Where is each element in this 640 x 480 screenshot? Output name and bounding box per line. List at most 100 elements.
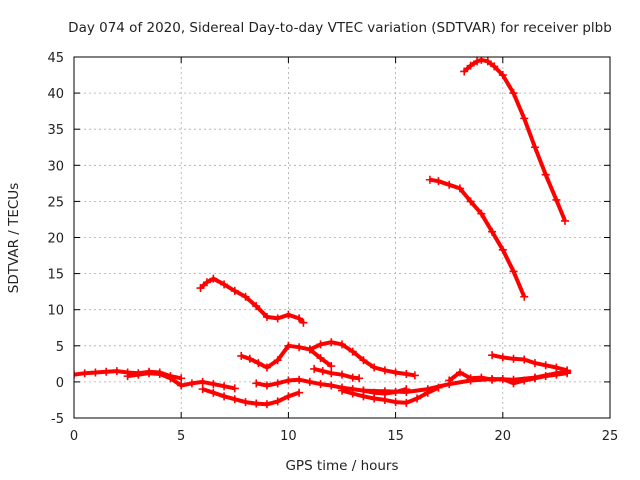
data-point	[273, 314, 282, 323]
data-point	[460, 67, 469, 76]
series-layer	[74, 57, 572, 409]
data-point	[91, 368, 100, 377]
data-point	[473, 57, 482, 66]
data-point	[74, 370, 78, 379]
data-point	[370, 363, 379, 372]
data-point	[102, 367, 111, 376]
data-point	[338, 340, 346, 349]
series-line-arc-5	[240, 343, 333, 370]
data-point	[498, 71, 507, 80]
data-point	[520, 292, 529, 301]
data-point	[477, 209, 486, 218]
data-point	[273, 356, 282, 365]
data-point	[327, 362, 336, 371]
data-point	[284, 376, 293, 385]
data-point	[402, 388, 411, 397]
data-point	[498, 245, 507, 254]
data-point	[530, 374, 539, 383]
data-point	[391, 398, 400, 407]
data-point	[488, 375, 497, 384]
data-point	[477, 373, 486, 382]
data-point	[284, 341, 293, 350]
series-points-arc-14	[460, 57, 569, 225]
data-point	[466, 197, 475, 206]
data-point	[305, 345, 314, 354]
data-point	[509, 379, 518, 388]
data-point	[230, 395, 239, 404]
x-axis-label: GPS time / hours	[285, 458, 398, 474]
data-point	[112, 367, 121, 376]
data-point	[262, 400, 271, 409]
data-point	[198, 377, 207, 386]
data-point	[134, 370, 143, 379]
data-point	[423, 385, 432, 394]
data-point	[359, 356, 368, 365]
data-point	[230, 384, 239, 393]
data-point	[560, 216, 569, 225]
data-point	[318, 367, 327, 376]
y-tick-label: 30	[47, 159, 64, 174]
data-point	[466, 374, 475, 383]
data-point	[541, 372, 550, 381]
x-tick-label: 25	[602, 429, 619, 444]
data-point	[552, 370, 561, 379]
data-point	[498, 375, 507, 384]
data-point	[425, 175, 434, 184]
data-point	[209, 274, 218, 283]
data-point	[445, 376, 454, 385]
data-point	[316, 354, 325, 363]
data-point	[295, 314, 304, 323]
x-tick-label: 20	[495, 429, 512, 444]
x-tick-label: 10	[280, 429, 297, 444]
data-point	[530, 359, 539, 368]
axis-ticks: 0 5 10 15 20 25 -5 0 5 10 15 20 25 30 35 40 45	[47, 51, 618, 444]
data-point	[402, 398, 411, 407]
data-point	[520, 376, 529, 385]
data-point	[520, 114, 529, 123]
data-point	[123, 372, 132, 381]
data-point	[220, 280, 229, 289]
data-point	[348, 389, 357, 398]
data-point	[310, 364, 319, 373]
data-point	[413, 394, 422, 403]
data-point	[241, 292, 250, 301]
series-points-arc-5	[237, 341, 336, 372]
data-point	[520, 355, 529, 364]
data-point	[348, 347, 357, 356]
x-tick-label: 0	[70, 429, 78, 444]
data-point	[237, 351, 246, 360]
data-point	[380, 387, 389, 396]
data-point	[166, 374, 175, 383]
data-point	[327, 338, 336, 347]
data-point	[209, 388, 218, 397]
data-point	[509, 354, 518, 363]
data-point	[262, 363, 271, 372]
data-point	[380, 395, 389, 404]
data-point	[355, 374, 364, 383]
data-point	[316, 340, 325, 349]
data-point	[262, 312, 271, 321]
data-point	[541, 170, 550, 179]
data-point	[391, 368, 400, 377]
y-tick-label: 5	[56, 340, 64, 355]
data-point	[338, 386, 346, 395]
series-points-arc-2	[123, 369, 239, 393]
data-point	[445, 180, 454, 189]
data-point	[483, 57, 492, 66]
data-point	[316, 380, 325, 389]
series-line-arc-9	[341, 385, 440, 405]
data-point	[220, 382, 229, 391]
data-point	[295, 388, 304, 397]
series-group	[74, 57, 572, 409]
y-axis-label: SDTVAR / TECUs	[6, 183, 22, 293]
data-point	[230, 286, 239, 295]
data-point	[209, 380, 218, 389]
series-points-arc-8	[310, 364, 364, 383]
y-tick-label: 45	[47, 51, 64, 66]
data-point	[552, 195, 561, 204]
data-point	[284, 392, 293, 401]
data-point	[410, 371, 419, 380]
y-tick-label: 15	[47, 268, 64, 283]
data-point	[305, 377, 314, 386]
